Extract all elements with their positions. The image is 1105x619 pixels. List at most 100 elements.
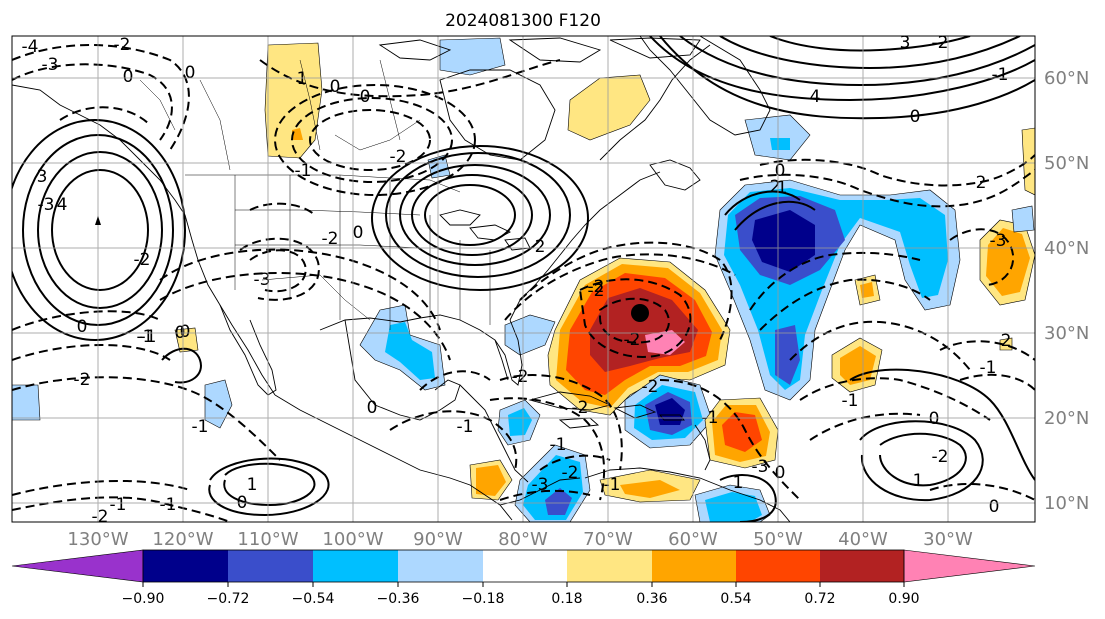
shade-positive-region: [645, 330, 685, 355]
contour-label: -3: [532, 475, 549, 495]
colorbar-tick-label: 0.72: [804, 591, 835, 607]
contour-label: 1: [777, 178, 788, 198]
colorbar-tick-label: 0.36: [636, 591, 667, 607]
contour-label: -3: [254, 270, 271, 290]
contour-label: -2: [642, 377, 659, 397]
colorbar-max-extend: [903, 549, 1036, 583]
lat-label: 30°N: [1044, 323, 1089, 344]
contour-label: -2: [92, 507, 109, 527]
shade-positive-region: [840, 346, 876, 385]
colorbar-tick-label: 0.90: [888, 591, 919, 607]
colorbar-swatch: [228, 550, 313, 582]
contour-label: -2: [512, 367, 529, 387]
colorbar-tick-label: 0.18: [551, 591, 582, 607]
shade-negative-region: [770, 138, 790, 150]
contour-label: 1: [297, 69, 308, 89]
colorbar-min-extend: [11, 549, 144, 583]
colorbar-tick-label: −0.36: [377, 591, 420, 607]
contour-label: -1: [457, 417, 474, 437]
shade-positive-region: [264, 42, 323, 159]
colorbar-swatch: [483, 550, 567, 582]
contour-label: 2: [535, 237, 546, 257]
contour-label: 0: [123, 67, 134, 87]
contour-label: 0: [185, 63, 196, 83]
shade-negative-region: [504, 314, 556, 356]
colorbar-swatch: [820, 550, 904, 582]
shade-positive-region: [986, 228, 1030, 296]
lon-label: 70°W: [583, 529, 633, 550]
contour-label: -1: [160, 495, 177, 515]
shade-positive-region: [476, 465, 506, 496]
contour-label: -1: [992, 65, 1009, 85]
contour-label: -1: [192, 417, 209, 437]
contour-label: 0: [910, 107, 921, 127]
colorbar: −0.90 −0.72 −0.54 −0.36 −0.18 0.18 0.36 …: [11, 549, 1036, 607]
shade-negative-region: [385, 322, 435, 380]
lon-label: 60°W: [668, 529, 718, 550]
contour-label: -4: [22, 37, 39, 57]
contour-label: 0: [77, 317, 88, 337]
contour-label: -1: [842, 391, 859, 411]
gridlines: [12, 36, 1035, 522]
contour-label: 1: [733, 473, 744, 493]
lon-label: 120°W: [152, 529, 213, 550]
contour-label: 0: [180, 322, 191, 342]
colorbar-swatch: [143, 550, 228, 582]
shade-negative-region: [1011, 205, 1035, 233]
colorbar-swatch: [313, 550, 398, 582]
lat-label: 50°N: [1044, 153, 1089, 174]
contour-label: -1: [140, 327, 157, 347]
high-center-marker: [95, 216, 101, 225]
shade-positive-region: [620, 480, 680, 498]
contour-label: 0: [775, 463, 786, 483]
contour-label: 4: [57, 195, 68, 215]
shade-positive-region: [292, 128, 303, 140]
contour-label: -2: [572, 398, 589, 418]
contour-label: -2: [932, 33, 949, 53]
colorbar-tick-label: 0.54: [720, 591, 751, 607]
contour-label: 0: [367, 398, 378, 418]
contour-label: 1: [247, 475, 258, 495]
lat-label: 40°N: [1044, 238, 1089, 259]
lon-label: 80°W: [498, 529, 548, 550]
contour-label: -3: [752, 457, 769, 477]
lon-label: 30°W: [923, 529, 973, 550]
contour-label: 0: [775, 161, 786, 181]
contour-label: -2: [562, 463, 579, 483]
contour-label: -1: [295, 161, 312, 181]
contour-label: -2: [114, 35, 131, 55]
colorbar-tick-label: −0.54: [292, 591, 335, 607]
shade-negative-region: [12, 384, 41, 421]
contour-label: -2: [390, 147, 407, 167]
contour-label: -3: [42, 55, 59, 75]
contour-label: -3: [38, 195, 55, 215]
lat-label: 20°N: [1044, 408, 1089, 429]
shade-negative-region: [752, 210, 815, 272]
map-panel: -4 -3 -2 0 0 1 0 0 -2 -1 -3 4 3 -2 0 -3 …: [12, 33, 1035, 527]
contour-label: -2: [588, 277, 605, 297]
contour-label: 0: [929, 409, 940, 429]
contour-label: -1: [110, 495, 127, 515]
colorbar-swatch: [398, 550, 483, 582]
lon-label: 130°W: [67, 529, 128, 550]
lat-label: 10°N: [1044, 493, 1089, 514]
shade-negative-region: [508, 408, 532, 436]
lon-label: 50°W: [753, 529, 803, 550]
contour-label: -2: [932, 447, 949, 467]
contour-label: 1: [913, 471, 924, 491]
contour-label: 0: [353, 223, 364, 243]
contour-label: 4: [810, 87, 821, 107]
shade-negative-region: [545, 488, 572, 515]
colorbar-swatch: [652, 550, 736, 582]
contour-label: 0: [989, 497, 1000, 517]
colorbar-frame: [142, 549, 905, 583]
contour-label: -1: [550, 435, 567, 455]
contour-label: -2: [322, 229, 339, 249]
contour-label: -2: [970, 173, 987, 193]
lat-axis-labels: 60°N 50°N 40°N 30°N 20°N 10°N: [1044, 68, 1089, 514]
colorbar-tick-label: −0.72: [207, 591, 250, 607]
contour-label: 3: [900, 33, 911, 53]
shade-negative-region: [705, 492, 762, 522]
contour-label: -2: [74, 370, 91, 390]
